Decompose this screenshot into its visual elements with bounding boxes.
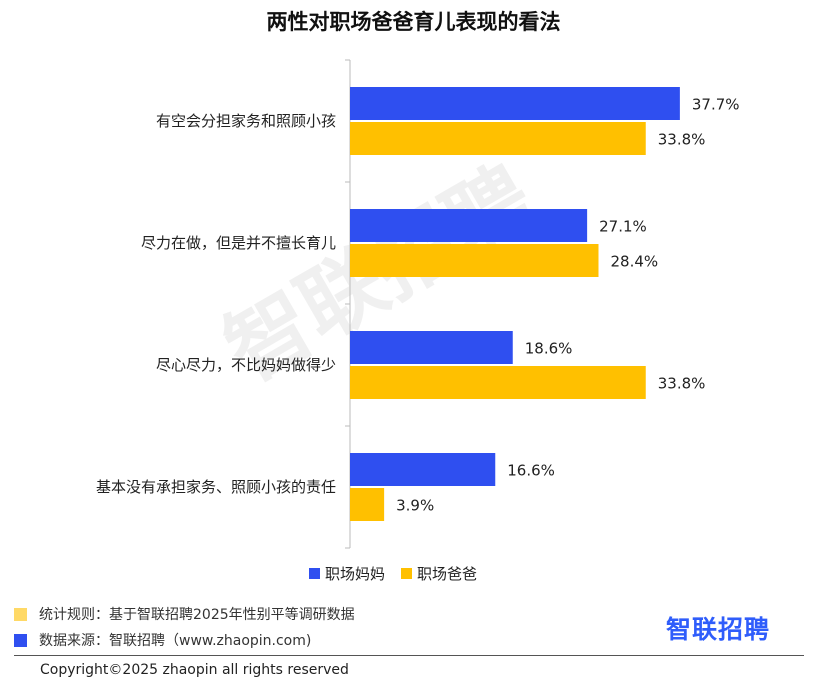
category-label: 基本没有承担家务、照顾小孩的责任 [96, 478, 336, 496]
data-label: 33.8% [658, 375, 706, 393]
rule-square-icon [14, 607, 27, 621]
legend-label-dad: 职场爸爸 [417, 565, 478, 583]
bar-mom [350, 209, 588, 242]
legend-item-mom: 职场妈妈 [309, 563, 385, 584]
data-label: 27.1% [599, 218, 647, 236]
bar-chart: 有空会分担家务和照顾小孩 37.7% 33.8% 尽力在做，但是并不擅长育儿 27.1%… [96, 59, 740, 549]
category-label: 有空会分担家务和照顾小孩 [156, 112, 336, 130]
legend: 职场妈妈 职场爸爸 [309, 563, 493, 584]
stats-rule-note: 统计规则：基于智联招聘2025年性别平等调研数据 [14, 604, 355, 624]
legend-swatch-dad [401, 568, 413, 579]
legend-item-dad: 职场爸爸 [401, 563, 477, 584]
legend-label-mom: 职场妈妈 [325, 565, 386, 583]
copyright-text: Copyright©2025 zhaopin all rights reserv… [40, 662, 349, 678]
chart-title: 两性对职场爸爸育儿表现的看法 [266, 10, 561, 34]
source-square-icon [14, 633, 27, 647]
data-label: 33.8% [658, 131, 706, 149]
bar-mom [350, 453, 496, 486]
data-label: 16.6% [507, 462, 555, 480]
bar-dad [350, 488, 385, 521]
bar-mom [350, 331, 513, 364]
category-label: 尽力在做，但是并不擅长育儿 [141, 234, 336, 252]
bars [350, 87, 680, 521]
data-source-note: 数据来源：智联招聘（www.zhaopin.com) [14, 630, 311, 650]
bar-dad [350, 122, 646, 155]
bar-dad [350, 366, 646, 399]
labels: 有空会分担家务和照顾小孩 37.7% 33.8% 尽力在做，但是并不擅长育儿 27.1%… [96, 96, 740, 515]
data-label: 28.4% [611, 253, 659, 271]
legend-swatch-mom [309, 568, 320, 579]
data-source-text: 数据来源：智联招聘（www.zhaopin.com) [39, 633, 312, 649]
data-label: 18.6% [525, 340, 573, 358]
data-label: 3.9% [396, 497, 434, 515]
category-label: 尽心尽力，不比妈妈做得少 [156, 356, 336, 374]
category-axis [345, 59, 351, 549]
bar-mom [350, 87, 680, 120]
footer-divider [14, 655, 804, 656]
data-label: 37.7% [692, 96, 740, 114]
stats-rule-text: 统计规则：基于智联招聘2025年性别平等调研数据 [39, 607, 355, 623]
bar-dad [350, 244, 599, 277]
brand-logo: 智联招聘 [666, 615, 771, 644]
